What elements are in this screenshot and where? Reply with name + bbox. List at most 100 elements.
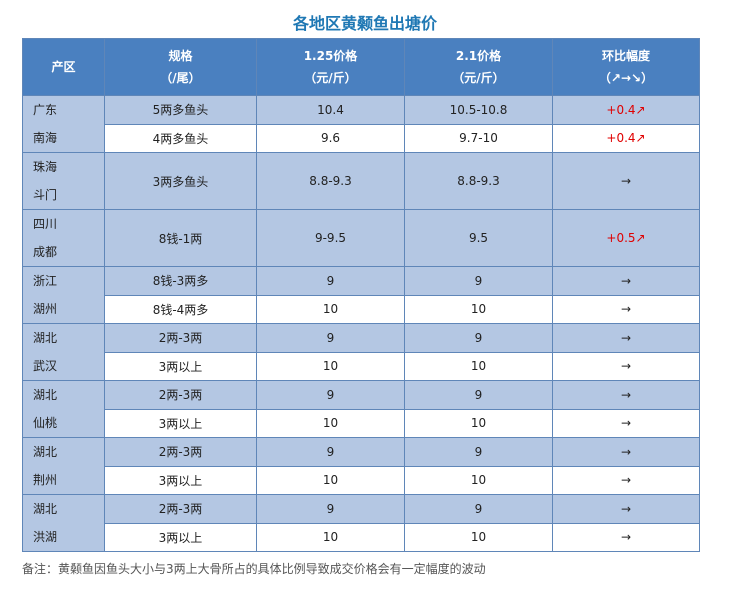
price-2-cell: 10 [404, 522, 553, 552]
table-row: 3两以上 10 10 → [23, 522, 700, 552]
region-name-line2: 武汉 [33, 359, 58, 373]
table-row: 8钱-4两多 10 10 → [23, 294, 700, 324]
price-2-cell: 9 [404, 266, 553, 296]
price-1-cell: 9-9.5 [256, 209, 405, 267]
price-2-cell: 9 [404, 437, 553, 467]
table-row: 湖北 荆州 2两-3两 9 9 → [22, 437, 700, 495]
change-cell: → [552, 465, 700, 495]
region-name-line2: 仙桃 [33, 416, 58, 430]
price-2-cell: 10 [404, 465, 553, 495]
price-2-cell: 9 [404, 494, 553, 524]
change-cell: → [552, 408, 700, 438]
price-1-cell: 9 [256, 437, 405, 467]
table-row: 湖北 仙桃 2两-3两 9 9 → [22, 380, 700, 438]
change-cell: → [552, 266, 700, 296]
region-cell: 四川 成都 [22, 209, 105, 267]
region-name-line2: 斗门 [33, 188, 58, 202]
header-price-2: 2.1价格 （元/斤） [404, 38, 553, 96]
price-2-cell: 10.5-10.8 [404, 95, 553, 125]
spec-cell: 3两以上 [104, 351, 257, 381]
price-1-cell: 8.8-9.3 [256, 152, 405, 210]
table-row: 珠海 斗门 3两多鱼头 8.8-9.3 8.8-9.3 → [22, 152, 700, 210]
price-2-cell: 10 [404, 294, 553, 324]
price-2-cell: 10 [404, 408, 553, 438]
table-row: 湖北 武汉 2两-3两 9 9 → [22, 323, 700, 381]
table-row: 广东 南海 5两多鱼头 10.4 10.5-10.8 +0.4↗ [22, 95, 700, 153]
region-cell: 湖北 洪湖 [22, 494, 105, 552]
region-name-line1: 四川 [33, 217, 58, 231]
change-cell: → [552, 152, 700, 210]
change-cell: +0.4↗ [552, 123, 700, 153]
spec-cell: 8钱-1两 [104, 209, 257, 267]
table-body: 广东 南海 5两多鱼头 10.4 10.5-10.8 +0.4↗ 4两多鱼头 9.6 9.7-1… [22, 95, 700, 552]
spec-cell: 8钱-3两多 [104, 266, 257, 296]
price-1-cell: 9 [256, 380, 405, 410]
spec-cell: 2两-3两 [104, 437, 257, 467]
region-cell: 浙江 湖州 [22, 266, 105, 324]
page-title: 各地区黄颡鱼出塘价 [292, 14, 437, 33]
table-row: 湖北 洪湖 2两-3两 9 9 → [22, 494, 700, 552]
region-name-line2: 湖州 [33, 302, 58, 316]
price-1-cell: 9 [256, 494, 405, 524]
region-name-line1: 湖北 [33, 331, 58, 345]
spec-cell: 2两-3两 [104, 494, 257, 524]
region-name-line1: 广东 [33, 103, 58, 117]
region-name-line1: 湖北 [33, 502, 58, 516]
region-name-line1: 珠海 [33, 160, 58, 174]
header-price-1: 1.25价格 （元/斤） [256, 38, 405, 96]
region-name-line2: 南海 [33, 131, 58, 145]
table-row: 4两多鱼头 9.6 9.7-10 +0.4↗ [23, 123, 700, 153]
table-row: 浙江 湖州 8钱-3两多 9 9 → [22, 266, 700, 324]
change-cell: → [552, 294, 700, 324]
spec-cell: 3两以上 [104, 522, 257, 552]
footnote: 备注：黄颡鱼因鱼头大小与3两上大骨所占的具体比例导致成交价格会有一定幅度的波动 [22, 562, 486, 576]
price-table: 产区 规格 （/尾） 1.25价格 （元/斤） 2.1价格 （元/斤） 环比幅度 （↗→… [22, 38, 700, 552]
price-2-cell: 9 [404, 323, 553, 353]
region-cell: 湖北 荆州 [22, 437, 105, 495]
table-row: 3两以上 10 10 → [23, 465, 700, 495]
price-2-cell: 9.5 [404, 209, 553, 267]
price-1-cell: 9 [256, 323, 405, 353]
header-region: 产区 [22, 38, 105, 96]
price-1-cell: 10 [256, 522, 405, 552]
change-cell: +0.5↗ [552, 209, 700, 267]
price-1-cell: 10 [256, 408, 405, 438]
region-name-line2: 洪湖 [33, 530, 58, 544]
price-2-cell: 8.8-9.3 [404, 152, 553, 210]
price-1-cell: 10 [256, 351, 405, 381]
region-name-line2: 荆州 [33, 473, 58, 487]
price-1-cell: 9 [256, 266, 405, 296]
header-spec: 规格 （/尾） [104, 38, 257, 96]
price-1-cell: 10.4 [256, 95, 405, 125]
header-change: 环比幅度 （↗→↘） [552, 38, 700, 96]
region-name-line1: 湖北 [33, 388, 58, 402]
change-cell: → [552, 437, 700, 467]
table-row: 3两以上 10 10 → [23, 408, 700, 438]
change-cell: +0.4↗ [552, 95, 700, 125]
spec-cell: 3两以上 [104, 408, 257, 438]
change-cell: → [552, 380, 700, 410]
spec-cell: 4两多鱼头 [104, 123, 257, 153]
region-cell: 广东 南海 [22, 95, 105, 153]
spec-cell: 8钱-4两多 [104, 294, 257, 324]
price-2-cell: 9.7-10 [404, 123, 553, 153]
spec-cell: 5两多鱼头 [104, 95, 257, 125]
region-name-line1: 浙江 [33, 274, 58, 288]
price-1-cell: 10 [256, 465, 405, 495]
spec-cell: 2两-3两 [104, 380, 257, 410]
region-cell: 珠海 斗门 [22, 152, 105, 210]
price-2-cell: 9 [404, 380, 553, 410]
region-cell: 湖北 仙桃 [22, 380, 105, 438]
price-2-cell: 10 [404, 351, 553, 381]
table-row: 3两以上 10 10 → [23, 351, 700, 381]
price-1-cell: 10 [256, 294, 405, 324]
table-header-row: 产区 规格 （/尾） 1.25价格 （元/斤） 2.1价格 （元/斤） 环比幅度 （↗→… [22, 38, 700, 96]
change-cell: → [552, 494, 700, 524]
region-cell: 湖北 武汉 [22, 323, 105, 381]
region-name-line1: 湖北 [33, 445, 58, 459]
change-cell: → [552, 351, 700, 381]
region-name-line2: 成都 [33, 245, 58, 259]
table-row: 四川 成都 8钱-1两 9-9.5 9.5 +0.5↗ [22, 209, 700, 267]
price-1-cell: 9.6 [256, 123, 405, 153]
change-cell: → [552, 522, 700, 552]
